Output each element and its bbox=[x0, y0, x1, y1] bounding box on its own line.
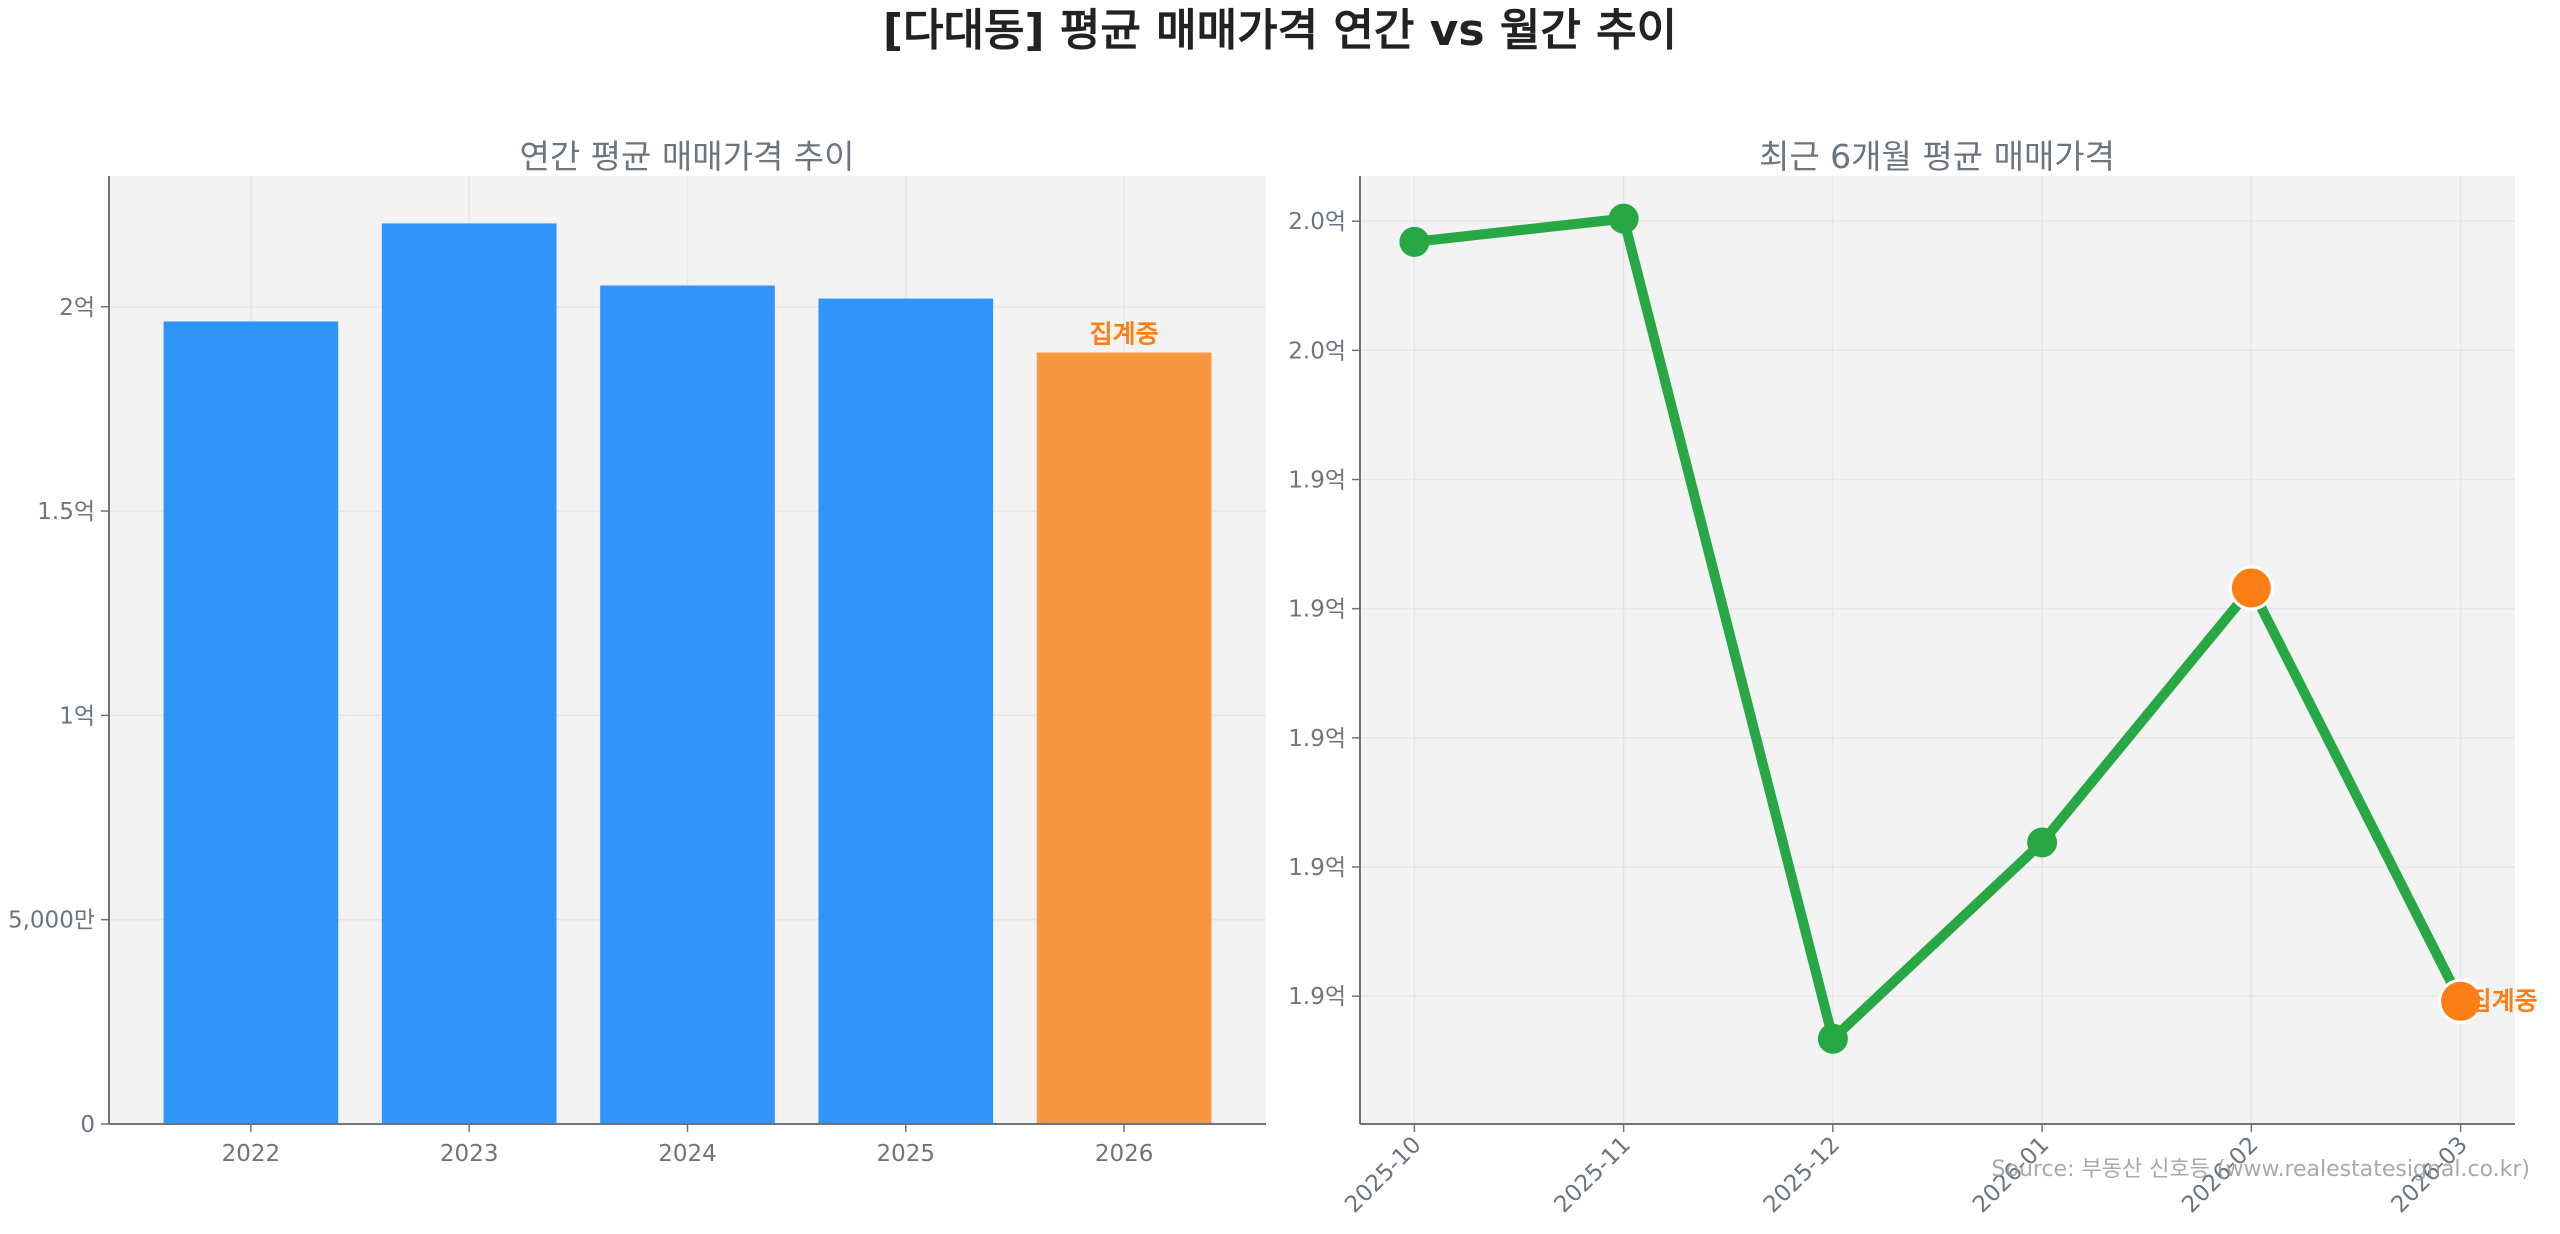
y-tick-label: 0 bbox=[80, 1112, 95, 1138]
y-tick-label: 2.0억 bbox=[1288, 209, 1346, 235]
monthly-line-chart: 최근 6개월 평균 매매가격 2.0억 2.0억 1.9억 1.9억 1.9억 1.9억 1… bbox=[1288, 137, 2537, 1218]
annual-bar-chart: 연간 평균 매매가격 추이 0 5,000만 1억 1.5억 2억 2022 2023 202… bbox=[8, 137, 1266, 1167]
x-tick-label: 2022 bbox=[222, 1141, 281, 1167]
data-point-2025-12 bbox=[1817, 1023, 1848, 1054]
in-progress-annotation: 집계중 bbox=[2469, 986, 2538, 1015]
y-tick-label: 5,000만 bbox=[8, 908, 95, 934]
plot-area bbox=[1360, 176, 2515, 1124]
x-tick-label: 2025 bbox=[877, 1141, 936, 1167]
source-watermark: Source: 부동산 신호등 (www.realestatesignal.co… bbox=[1992, 1157, 2530, 1182]
x-tick-label: 2025-11 bbox=[1550, 1132, 1636, 1218]
figure-title: [다대동] 평균 매매가격 연간 vs 월간 추이 bbox=[883, 5, 1677, 56]
monthly-chart-title: 최근 6개월 평균 매매가격 bbox=[1759, 137, 2115, 176]
bar-2025 bbox=[818, 298, 994, 1125]
x-tick-label: 2023 bbox=[440, 1141, 499, 1167]
data-point-2026-03 bbox=[2438, 978, 2484, 1024]
price-line bbox=[1413, 213, 2466, 1044]
data-point-2026-02 bbox=[2228, 565, 2274, 611]
y-tick-label: 1억 bbox=[59, 703, 95, 729]
bar-2023 bbox=[381, 223, 557, 1124]
bar-2024 bbox=[600, 285, 775, 1124]
bar-2026 bbox=[1036, 352, 1212, 1124]
x-tick-label: 2026 bbox=[1095, 1141, 1154, 1167]
x-tick-label: 2024 bbox=[658, 1141, 717, 1167]
x-tick-label: 2025-10 bbox=[1340, 1132, 1426, 1218]
x-tick-label: 2025-12 bbox=[1759, 1132, 1845, 1218]
y-tick-label: 1.5억 bbox=[37, 499, 95, 525]
data-point-2025-10 bbox=[1399, 226, 1430, 257]
data-point-2025-11 bbox=[1608, 203, 1639, 234]
bar-2022 bbox=[163, 321, 339, 1124]
y-tick-label: 2.0억 bbox=[1288, 338, 1346, 364]
y-tick-label: 2억 bbox=[59, 295, 95, 321]
annual-chart-title: 연간 평균 매매가격 추이 bbox=[519, 137, 854, 176]
data-point-2026-01 bbox=[2027, 827, 2058, 858]
y-tick-label: 1.9억 bbox=[1288, 984, 1346, 1010]
y-tick-label: 1.9억 bbox=[1288, 597, 1346, 623]
y-tick-label: 1.9억 bbox=[1288, 726, 1346, 752]
y-tick-label: 1.9억 bbox=[1288, 468, 1346, 494]
y-tick-label: 1.9억 bbox=[1288, 855, 1346, 881]
in-progress-annotation: 집계중 bbox=[1090, 320, 1159, 349]
